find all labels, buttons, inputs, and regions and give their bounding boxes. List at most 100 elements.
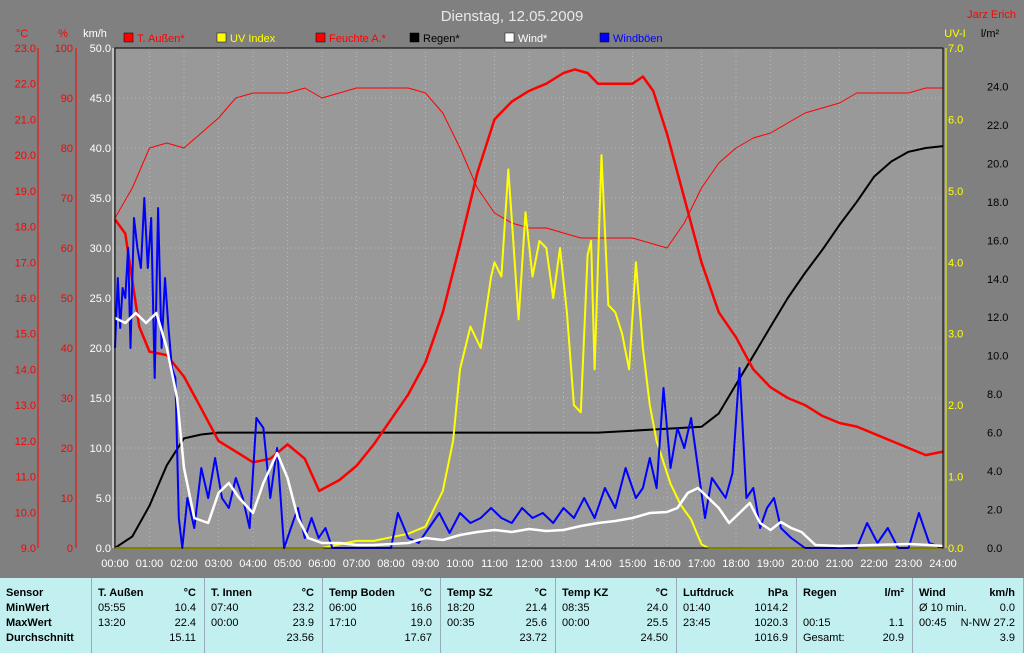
legend-swatch (315, 32, 326, 43)
temp-tick-label: 17.0 (15, 257, 36, 269)
wind-tick-label: 35.0 (90, 193, 111, 205)
legend-label: Feuchte A.* (329, 33, 387, 45)
temp-tick-label: 20.0 (15, 150, 36, 162)
stats-row: MaxWert (0, 616, 91, 631)
rain-tick-label: 2.0 (987, 505, 1002, 517)
wind-tick-label: 40.0 (90, 143, 111, 155)
plot-frame (114, 47, 944, 549)
stats-row: 00:00 23.9 (205, 616, 322, 631)
x-tick-label: 17:00 (688, 558, 716, 570)
stats-cell-value: °C (183, 587, 196, 599)
stats-cell-value: 1016.9 (754, 632, 788, 644)
rain-tick-label: 14.0 (987, 274, 1008, 286)
wind-tick-label: 25.0 (90, 293, 111, 305)
stats-header: Temp KZ °C (556, 586, 676, 601)
stats-cell-value: km/h (989, 587, 1015, 599)
x-tick-label: 18:00 (722, 558, 750, 570)
series-t-außen- (113, 68, 944, 493)
stats-cell-label: Temp KZ (562, 587, 609, 599)
x-tick-label: 22:00 (860, 558, 888, 570)
legend-label: T. Außen* (137, 33, 185, 45)
stats-cell-label: 05:55 (98, 602, 126, 614)
x-tick-label: 04:00 (239, 558, 267, 570)
wind-tick-label: 0.0 (96, 543, 111, 555)
stats-cell-value: 21.4 (525, 602, 547, 614)
stats-column: Luftdruck hPa 01:40 1014.2 23:45 1020.3 1016.9 (677, 578, 797, 653)
weather-chart: Dienstag, 12.05.2009 Jarz Erich T. Außen… (0, 0, 1024, 578)
stats-cell-value: 23.2 (292, 602, 314, 614)
stats-cell-value: 23.72 (519, 632, 547, 644)
stats-row (797, 601, 912, 616)
wind-tick-label: 30.0 (90, 243, 111, 255)
stats-cell-value: 25.6 (525, 617, 547, 629)
rain-unit-label: l/m² (981, 28, 1000, 40)
stats-header: Temp SZ °C (441, 586, 555, 601)
uv-tick-label: 0.0 (948, 543, 963, 555)
wind-tick-label: 45.0 (90, 93, 111, 105)
temp-unit-label: °C (16, 28, 28, 40)
temp-tick-label: 21.0 (15, 114, 36, 126)
axis-ticks: 23.0 22.0 21.0 20.0 19.0 18.0 17.0 16.0 15.0 14.0… (15, 43, 1009, 570)
rain-tick-label: 8.0 (987, 389, 1002, 401)
x-tick-label: 23:00 (895, 558, 923, 570)
x-tick-label: 00:00 (101, 558, 129, 570)
x-tick-label: 14:00 (584, 558, 612, 570)
legend-label: Windböen (613, 33, 663, 45)
humidity-tick-label: 90 (61, 93, 73, 105)
x-tick-label: 07:00 (343, 558, 371, 570)
temp-tick-label: 18.0 (15, 222, 36, 234)
stats-column: T. Innen °C 07:40 23.2 00:00 23.9 23.56 (205, 578, 323, 653)
stats-row: 23:45 1020.3 (677, 616, 796, 631)
stats-row: Ø 10 min. 0.0 (913, 601, 1023, 616)
legend-swatch (123, 32, 134, 43)
stats-cell-label: 00:45 (919, 617, 947, 629)
x-tick-label: 15:00 (619, 558, 647, 570)
stats-cell-value: N-NW 27.2 (960, 617, 1015, 629)
x-tick-label: 19:00 (757, 558, 785, 570)
stats-row: 06:00 16.6 (323, 601, 440, 616)
uv-tick-label: 7.0 (948, 43, 963, 55)
stats-header: Luftdruck hPa (677, 586, 796, 601)
wind-tick-label: 20.0 (90, 343, 111, 355)
humidity-tick-label: 100 (55, 43, 73, 55)
stats-cell-value: °C (419, 587, 432, 599)
stats-cell-label: 01:40 (683, 602, 711, 614)
stats-row: 00:15 1.1 (797, 616, 912, 631)
x-tick-label: 24:00 (929, 558, 957, 570)
stats-cell-value: °C (655, 587, 668, 599)
stats-row: 24.50 (556, 631, 676, 646)
stats-cell-label: Durchschnitt (6, 632, 74, 644)
series-layer (113, 68, 944, 549)
stats-cell-label: 17:10 (329, 617, 357, 629)
stats-cell-label: T. Außen (98, 587, 144, 599)
stats-cell-label: 08:35 (562, 602, 590, 614)
stats-cell-value: 1.1 (888, 617, 904, 629)
chart-legend: T. Außen* UV Index Feuchte A.* Regen* Wind* W… (123, 32, 663, 45)
stats-cell-label: 07:40 (211, 602, 239, 614)
stats-row: 17.67 (323, 631, 440, 646)
humidity-tick-label: 0 (67, 543, 73, 555)
stats-cell-label: 06:00 (329, 602, 357, 614)
temp-tick-label: 13.0 (15, 400, 36, 412)
wind-unit-label: km/h (83, 28, 107, 40)
stats-column: T. Außen °C 05:55 10.4 13:20 22.4 15.11 (92, 578, 205, 653)
x-tick-label: 20:00 (791, 558, 819, 570)
stats-cell-label: Regen (803, 587, 837, 599)
stats-cell-label: 00:35 (447, 617, 475, 629)
humidity-tick-label: 50 (61, 293, 73, 305)
x-tick-label: 06:00 (308, 558, 336, 570)
stats-cell-value: 17.67 (404, 632, 432, 644)
stats-row: 00:00 25.5 (556, 616, 676, 631)
uv-tick-label: 2.0 (948, 400, 963, 412)
stats-cell-value: 24.50 (640, 632, 668, 644)
stats-cell-label: 00:15 (803, 617, 831, 629)
legend-swatch (409, 32, 420, 43)
wind-tick-label: 10.0 (90, 443, 111, 455)
stats-row: MinWert (0, 601, 91, 616)
stats-cell-label: Wind (919, 587, 946, 599)
stats-cell-label: 18:20 (447, 602, 475, 614)
uv-unit-label: UV-I (944, 28, 965, 40)
rain-tick-label: 10.0 (987, 351, 1008, 363)
x-tick-label: 05:00 (274, 558, 302, 570)
stats-row: 07:40 23.2 (205, 601, 322, 616)
